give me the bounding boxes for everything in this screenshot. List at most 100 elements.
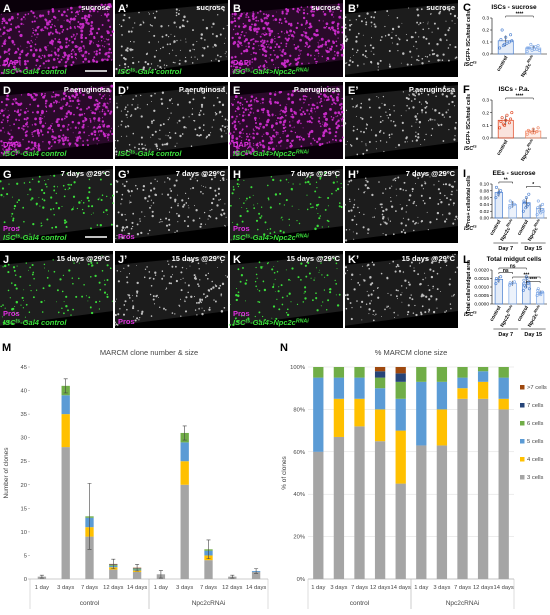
bar-segment <box>395 483 406 579</box>
text-part: ts <box>131 68 136 74</box>
y-tick-label: 0.2 <box>482 110 489 116</box>
data-point <box>504 118 508 122</box>
genotype-label: ISCts-Gal4 control <box>3 233 67 242</box>
significance-bracket <box>526 186 541 188</box>
significance-label: **** <box>529 277 537 283</box>
error-bar <box>158 570 163 579</box>
y-axis-label: Number of clones <box>3 447 10 499</box>
nuclei <box>230 3 345 74</box>
error-bar <box>206 539 211 560</box>
bar-segment <box>395 398 406 431</box>
stain-label: Pros <box>233 224 250 233</box>
data-point <box>536 206 540 210</box>
x-tick-label: 14 days <box>127 585 147 591</box>
gut-tissue <box>345 3 458 75</box>
bar-segment <box>477 398 489 579</box>
x-tick-label: control <box>516 218 530 236</box>
panel-caption: 15 days @29ºC <box>172 254 226 263</box>
bar-segment <box>477 381 489 399</box>
stain-label: Pros <box>118 232 135 241</box>
y-tick-label: 0.3 <box>482 16 489 22</box>
bar-segment <box>436 445 448 579</box>
bar <box>494 279 504 305</box>
data-point <box>496 278 500 282</box>
y-tick-label: 0.0005 <box>474 293 489 299</box>
panel-letter: D <box>3 85 11 97</box>
data-point <box>530 48 534 52</box>
bar-segment <box>477 367 489 372</box>
text-part: control <box>496 138 510 156</box>
gut-tissue <box>0 3 113 75</box>
text-part: ts <box>16 319 21 325</box>
x-tick-label: 3 days <box>330 585 347 591</box>
data-point <box>504 35 508 39</box>
text-part: RNAi <box>533 304 541 313</box>
data-point <box>537 48 541 52</box>
bar-segment <box>416 445 427 579</box>
text-part: control <box>489 304 503 322</box>
text-part: -Gal4>Npc2c <box>250 149 296 158</box>
y-tick-label: 40 <box>21 389 27 395</box>
significance-bracket <box>526 281 541 283</box>
data-point <box>499 275 503 279</box>
data-point <box>525 204 529 208</box>
panel-letter: D’ <box>118 85 129 97</box>
data-point <box>532 131 536 135</box>
significance-label: ns <box>503 268 509 274</box>
text-part: -Gal4 control <box>135 149 182 158</box>
data-point <box>527 192 531 196</box>
y-tick-label: 0.0010 <box>474 285 489 291</box>
x-tick-label: 1 day <box>35 585 49 591</box>
legend-label: 4 cells <box>527 457 544 463</box>
text-part: ISC <box>3 318 16 327</box>
bar-segment <box>374 377 386 389</box>
legend-swatch <box>520 421 525 426</box>
bar-segment <box>354 398 365 427</box>
data-point <box>500 116 504 120</box>
significance-label: **** <box>516 12 524 18</box>
error-bar <box>254 568 259 574</box>
bar-segment <box>477 371 489 382</box>
chart-title: MARCM clone number & size <box>100 348 198 357</box>
data-point <box>510 111 514 115</box>
data-point <box>512 280 516 284</box>
group-label: control <box>80 600 100 607</box>
data-point <box>505 41 509 45</box>
bar-segment <box>457 388 468 399</box>
y-tick-label: 0.2 <box>482 28 489 34</box>
data-point <box>507 121 511 125</box>
bar-segment <box>180 442 189 462</box>
text-part: ISC <box>118 67 131 76</box>
text-part: ts <box>16 68 21 74</box>
significance-label: ns <box>510 264 516 270</box>
legend-label: 6 cells <box>527 421 544 427</box>
y-axis-label: % of clones <box>281 455 288 489</box>
nuclei <box>344 253 459 322</box>
data-point <box>529 42 533 46</box>
y-tick-label: 0.10 <box>480 182 490 188</box>
bar-segment <box>395 373 406 382</box>
x-tick-label: control <box>496 54 510 72</box>
data-point <box>494 282 498 286</box>
bar-segment <box>498 398 509 410</box>
nuclei <box>114 256 229 326</box>
data-point <box>535 293 539 297</box>
group-label: Npc2cRNAi <box>446 600 480 607</box>
data-point <box>498 46 502 50</box>
bar-segment <box>61 395 70 415</box>
text-part: ISC <box>3 67 16 76</box>
data-point <box>539 211 543 215</box>
legend-label: 7 cells <box>527 403 544 409</box>
genotype-label: ISCts-Gal4 control <box>3 149 67 158</box>
bar-segment <box>61 414 70 448</box>
panel-letter: K’ <box>348 254 359 266</box>
text-part: ISC <box>464 312 474 318</box>
x-tick-label: 7 days <box>351 585 368 591</box>
legend-label: 3 cells <box>527 475 544 481</box>
text-part: RNAi <box>296 150 309 156</box>
panel-letter: A’ <box>118 3 128 15</box>
x-tick-label: control <box>496 138 510 156</box>
bar-segment <box>333 398 345 437</box>
significance-label: * <box>532 182 534 188</box>
panel-letter: F <box>463 84 470 96</box>
